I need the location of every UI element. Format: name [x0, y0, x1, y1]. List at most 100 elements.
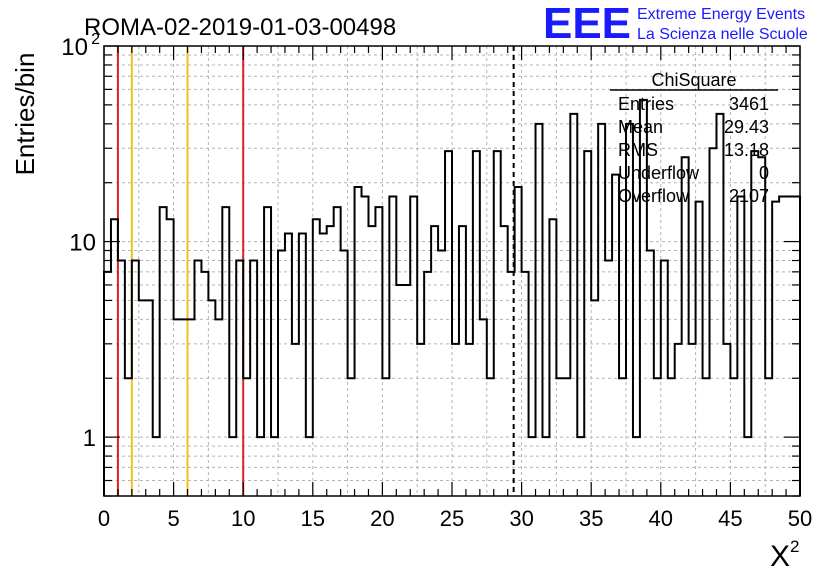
histogram-bin	[549, 219, 556, 496]
histogram-bin	[556, 378, 563, 496]
x-tick-label: 40	[649, 506, 673, 531]
x-tick-label: 10	[231, 506, 255, 531]
histogram-bin	[146, 300, 153, 496]
histogram-bin	[591, 300, 598, 496]
histogram-bin	[570, 114, 577, 496]
histogram-bin	[501, 226, 508, 496]
histogram-bin	[348, 378, 355, 496]
histogram-bin	[278, 251, 285, 496]
histogram-bin	[389, 196, 396, 496]
histogram-bin	[181, 319, 188, 496]
run-title: ROMA-02-2019-01-03-00498	[84, 14, 396, 41]
histogram-bin	[243, 378, 250, 496]
stats-row-value: 13.18	[724, 140, 769, 160]
histogram-bin	[445, 151, 452, 496]
histogram-bin	[758, 157, 765, 496]
histogram-bin	[542, 437, 549, 496]
histogram-bin	[605, 261, 612, 496]
histogram-bin	[327, 226, 334, 496]
histogram-bin	[515, 187, 522, 496]
histogram-bin	[341, 251, 348, 496]
histogram-bin	[111, 219, 118, 496]
histogram-bin	[563, 378, 570, 496]
histogram-bin	[125, 378, 132, 496]
stats-row-label: Mean	[618, 117, 663, 137]
histogram-bin	[452, 344, 459, 496]
histogram-bin	[661, 261, 668, 496]
histogram-bin	[417, 344, 424, 496]
stats-row-label: RMS	[618, 140, 658, 160]
x-tick-label: 25	[440, 506, 464, 531]
stats-row-label: Underflow	[618, 163, 700, 183]
histogram-bin	[264, 207, 271, 496]
histogram-bin	[668, 378, 675, 496]
histogram-bin	[188, 319, 195, 496]
histogram-bin	[710, 148, 717, 496]
histogram-bin	[250, 261, 257, 496]
stats-box: ChiSquare Entries 3461 Mean 29.43 RMS 13.18 Un…	[610, 70, 778, 206]
stats-box-title: ChiSquare	[651, 70, 736, 90]
histogram-bin	[536, 124, 543, 496]
histogram-bin	[703, 378, 710, 496]
histogram-bin	[508, 272, 515, 496]
logo-line-2: La Scienza nelle Scuole	[637, 26, 808, 43]
histogram-bin	[682, 157, 689, 496]
histogram-bin	[215, 319, 222, 496]
x-tick-label: 45	[718, 506, 742, 531]
histogram-bin	[139, 300, 146, 496]
histogram-bin	[174, 319, 181, 496]
histogram-bin	[765, 378, 772, 496]
histogram-bin	[355, 187, 362, 496]
stats-row-value: 2107	[729, 186, 769, 206]
histogram-bin	[313, 219, 320, 496]
histogram-bin	[375, 207, 382, 496]
histogram-bin	[299, 233, 306, 496]
histogram-bin	[689, 344, 696, 496]
stats-row-label: Overflow	[618, 186, 690, 206]
histogram-bin	[696, 202, 703, 496]
histogram-bin	[584, 151, 591, 496]
histogram-bin	[466, 344, 473, 496]
histogram-bin	[730, 378, 737, 496]
histogram-bin	[194, 261, 201, 496]
histogram-bin	[424, 272, 431, 496]
x-tick-label: 20	[370, 506, 394, 531]
y-tick-label-exponent: 2	[91, 31, 100, 48]
stats-row-value: 0	[759, 163, 769, 183]
histogram-bin	[480, 319, 487, 496]
histogram-bin	[612, 175, 619, 496]
x-axis-label-superscript: 2	[790, 537, 799, 556]
histogram-bin	[362, 196, 369, 496]
histogram-bin	[473, 151, 480, 496]
y-tick-label: 10	[61, 34, 88, 61]
y-axis-label: Entries/bin	[10, 53, 40, 176]
histogram-bin	[772, 202, 779, 496]
histogram-bin	[494, 151, 501, 496]
histogram-bin	[723, 344, 730, 496]
x-tick-label: 5	[167, 506, 179, 531]
histogram-bin	[292, 344, 299, 496]
eee-logo: EEE	[543, 0, 631, 48]
histogram-bin	[236, 261, 243, 496]
histogram-bin	[675, 344, 682, 496]
histogram-bin	[271, 437, 278, 496]
histogram-bin	[459, 226, 466, 496]
y-tick-label: 1	[83, 425, 96, 452]
histogram-bin	[104, 272, 111, 496]
histogram-bars	[103, 98, 801, 496]
histogram-bin	[257, 437, 264, 496]
stats-row-value: 29.43	[724, 117, 769, 137]
y-tick-label: 10	[69, 230, 96, 257]
histogram-bin	[368, 226, 375, 496]
stats-row-label: Entries	[618, 94, 674, 114]
histogram-bin	[647, 251, 654, 496]
histogram-bin	[160, 207, 167, 496]
histogram-bin	[153, 437, 160, 496]
x-axis-label: X	[770, 540, 790, 572]
histogram-bin	[132, 261, 139, 496]
histogram-bin	[201, 272, 208, 496]
histogram-bin	[431, 226, 438, 496]
histogram-bin	[654, 378, 661, 496]
histogram-bin	[487, 378, 494, 496]
